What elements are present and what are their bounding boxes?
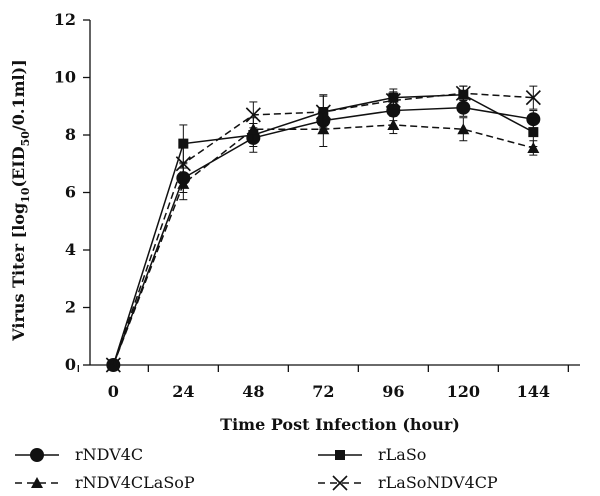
y-tick-label: 0 bbox=[65, 355, 76, 374]
data-point bbox=[528, 127, 539, 138]
data-point bbox=[527, 141, 540, 153]
series-line bbox=[112, 124, 534, 366]
legend-label: rNDV4C bbox=[75, 445, 143, 464]
series-rLaSoNDV4CP bbox=[105, 85, 541, 373]
data-point bbox=[177, 177, 190, 189]
y-tick-label: 8 bbox=[65, 125, 76, 144]
x-marker-stroke bbox=[385, 92, 401, 109]
x-tick-label: 144 bbox=[517, 382, 550, 401]
y-axis-title-sub2: 50 bbox=[19, 131, 32, 147]
x-tick-label: 0 bbox=[108, 382, 119, 401]
data-point bbox=[455, 85, 471, 101]
data-point bbox=[105, 357, 121, 373]
legend-label: rLaSoNDV4CP bbox=[378, 473, 498, 492]
legend-marker bbox=[30, 448, 44, 462]
y-axis-title-end: /0.1ml)] bbox=[9, 59, 28, 131]
x-tick-label: 120 bbox=[447, 382, 480, 401]
chart-marks bbox=[105, 85, 541, 373]
data-point bbox=[315, 104, 331, 120]
legend-marker bbox=[31, 477, 43, 488]
x-tick-label: 96 bbox=[382, 382, 404, 401]
data-point bbox=[245, 107, 261, 123]
data-point bbox=[457, 123, 470, 135]
y-axis-title-main: Virus Titer [log bbox=[9, 203, 28, 342]
x-axis-title: Time Post Infection (hour) bbox=[220, 415, 460, 434]
data-point bbox=[385, 92, 401, 109]
data-point bbox=[387, 118, 400, 130]
x-marker-stroke bbox=[245, 107, 261, 123]
y-axis-title-mid: (EID bbox=[9, 146, 28, 187]
y-axis-title: Virus Titer [log10(EID50/0.1ml)] bbox=[9, 59, 32, 342]
x-marker-stroke bbox=[315, 104, 331, 120]
y-axis-title-sub1: 10 bbox=[19, 187, 32, 203]
series-rNDV4CLaSoP bbox=[107, 111, 540, 370]
y-tick-label: 10 bbox=[54, 68, 76, 87]
legend-label: rNDV4CLaSoP bbox=[75, 473, 195, 492]
x-marker-stroke bbox=[105, 357, 121, 373]
legend-item: rNDV4CLaSoP bbox=[15, 473, 195, 492]
x-marker-stroke bbox=[455, 85, 471, 101]
x-marker-stroke bbox=[332, 475, 348, 491]
x-marker-stroke bbox=[525, 90, 541, 106]
data-point bbox=[247, 123, 260, 135]
legend-item: rNDV4C bbox=[15, 445, 143, 464]
y-tick-label: 12 bbox=[54, 10, 76, 29]
legend-marker bbox=[335, 450, 345, 460]
x-tick-label: 48 bbox=[242, 382, 264, 401]
legend-item: rLaSo bbox=[318, 445, 426, 464]
data-point bbox=[525, 90, 541, 106]
data-point bbox=[175, 156, 191, 172]
legend-label: rLaSo bbox=[378, 445, 426, 464]
y-tick-label: 2 bbox=[65, 298, 76, 317]
x-marker-stroke bbox=[175, 156, 191, 172]
data-point bbox=[178, 138, 189, 149]
legend-marker bbox=[332, 475, 348, 491]
legend: rNDV4C rLaSo rNDV4CLaSoP rLaSoNDV4CP bbox=[15, 445, 498, 492]
data-point bbox=[456, 100, 471, 115]
legend-item: rLaSoNDV4CP bbox=[318, 473, 498, 492]
data-point bbox=[386, 103, 401, 118]
y-tick-label: 4 bbox=[65, 240, 76, 259]
x-tick-label: 72 bbox=[312, 382, 334, 401]
x-tick-label: 24 bbox=[172, 382, 194, 401]
y-tick-label: 6 bbox=[65, 183, 76, 202]
data-point bbox=[317, 123, 330, 135]
